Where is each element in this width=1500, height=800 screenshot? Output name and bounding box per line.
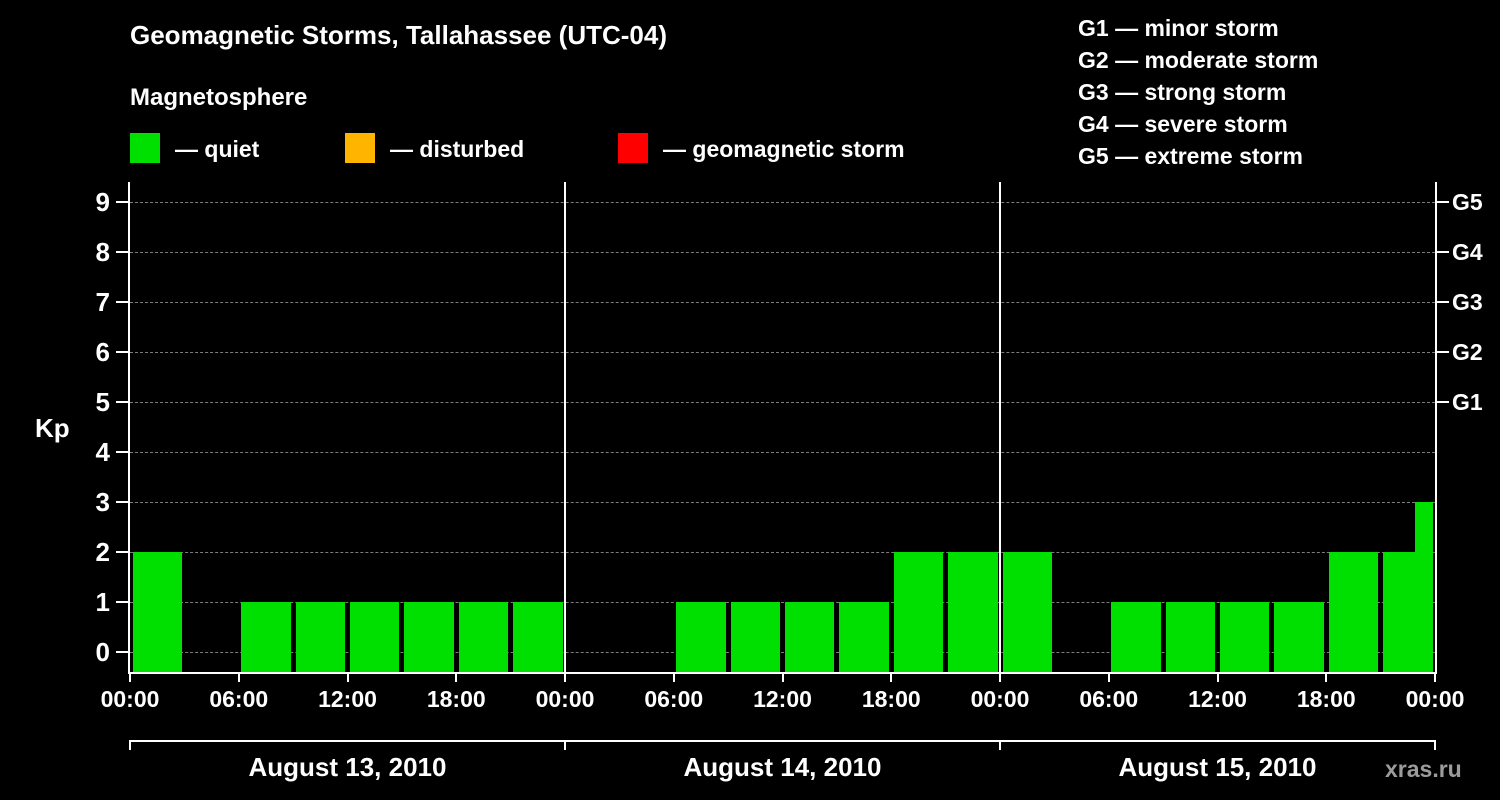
gridline-kp-8 bbox=[130, 252, 1435, 253]
legend-label-quiet: — quiet bbox=[175, 136, 260, 162]
chart-title: Geomagnetic Storms, Tallahassee (UTC-04) bbox=[130, 20, 668, 50]
gridline-kp-0 bbox=[130, 652, 1435, 653]
legend-swatch-geomagnetic-storm bbox=[618, 133, 648, 163]
storm-scale-line-g3: G3 — strong storm bbox=[1078, 79, 1287, 105]
storm-scale-line-g4: G4 — severe storm bbox=[1078, 111, 1288, 137]
gridline-kp-9 bbox=[130, 202, 1435, 203]
kp-bar bbox=[1328, 552, 1379, 672]
kp-bar bbox=[458, 602, 509, 672]
kp-bar bbox=[513, 602, 563, 672]
kp-bar bbox=[948, 552, 998, 672]
legend-label-disturbed: — disturbed bbox=[390, 136, 525, 162]
gridline-kp-4 bbox=[130, 452, 1435, 453]
gridline-kp-2 bbox=[130, 552, 1435, 553]
day-separator bbox=[999, 182, 1001, 672]
kp-bar bbox=[1165, 602, 1215, 672]
watermark: xras.ru bbox=[1385, 756, 1462, 782]
legend-swatch-quiet bbox=[130, 133, 160, 163]
kp-bar bbox=[1274, 602, 1324, 672]
gridline-kp-7 bbox=[130, 302, 1435, 303]
gridline-kp-1 bbox=[130, 602, 1435, 603]
kp-bar bbox=[350, 602, 400, 672]
kp-bar-partial bbox=[1415, 502, 1433, 672]
storm-scale-legend: G1 — minor storm G2 — moderate storm G3 — … bbox=[1078, 12, 1318, 172]
gridline-kp-5 bbox=[130, 402, 1435, 403]
kp-bar bbox=[404, 602, 454, 672]
legend-label-geomagnetic-storm: — geomagnetic storm bbox=[663, 136, 905, 162]
kp-bar bbox=[241, 602, 291, 672]
y-axis-title: Kp bbox=[35, 413, 70, 443]
gridline-kp-3 bbox=[130, 502, 1435, 503]
legend-swatch-disturbed bbox=[345, 133, 375, 163]
storm-scale-line-g1: G1 — minor storm bbox=[1078, 15, 1279, 41]
kp-bar bbox=[1220, 602, 1270, 672]
storm-scale-line-g5: G5 — extreme storm bbox=[1078, 143, 1303, 169]
day-separator bbox=[564, 182, 566, 672]
kp-bar bbox=[132, 552, 182, 672]
plot-area bbox=[130, 182, 1435, 672]
kp-bar bbox=[785, 602, 835, 672]
kp-bar bbox=[893, 552, 944, 672]
storm-scale-line-g2: G2 — moderate storm bbox=[1078, 47, 1319, 73]
kp-bar bbox=[676, 602, 726, 672]
kp-bar bbox=[1111, 602, 1161, 672]
kp-bar bbox=[730, 602, 780, 672]
kp-bar bbox=[1002, 552, 1052, 672]
kp-bar bbox=[295, 602, 345, 672]
magnetosphere-label: Magnetosphere bbox=[130, 84, 308, 111]
kp-bar bbox=[839, 602, 889, 672]
gridline-kp-6 bbox=[130, 352, 1435, 353]
